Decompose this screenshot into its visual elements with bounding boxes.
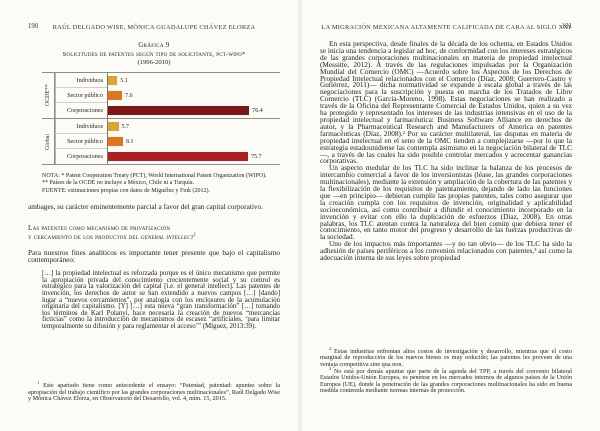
chart-title: Gráfica 9 xyxy=(138,41,170,49)
paragraph-3: Uno de los impactos más importantes —y n… xyxy=(320,239,572,263)
chart-row: Individuos 5.1 xyxy=(55,73,280,88)
bar-value: 75.7 xyxy=(251,153,262,160)
running-title: LA MIGRACIÓN MEXICANA ALTAMENTE CALIFICA… xyxy=(321,24,571,31)
chart-plot: OCDE** Individuos 5.1 Sector público 7.6… xyxy=(42,72,280,165)
patent-chart: Gráfica 9 Solicitudes de patentes según … xyxy=(28,41,280,195)
footnote-3: 3 No está por demás apuntar que parte de… xyxy=(320,365,572,395)
footnotes-right: 2 Estas industrias enfrentan altos costo… xyxy=(320,345,572,395)
heading-italic: general intellect xyxy=(140,232,194,241)
chart-row: Sector público 7.6 xyxy=(55,88,280,103)
group-label-global: Global xyxy=(42,119,55,164)
category-label: Individuos xyxy=(55,119,107,134)
bar-ocde-individuos xyxy=(108,76,118,85)
paragraph-intro: Para nuestros fines analíticos es import… xyxy=(28,248,280,265)
page-190: 190 RAÚL DELGADO WISE, MÓNICA GUADALUPE … xyxy=(28,23,280,403)
category-label: Corporaciones xyxy=(55,149,107,164)
bar-value: 5.1 xyxy=(120,77,128,84)
bar-value: 7.6 xyxy=(125,92,133,99)
footnote-2: 2 Estas industrias enfrentan altos costo… xyxy=(320,345,572,368)
paragraph-2: Un aspecto medular de los TLC ha sido in… xyxy=(320,163,572,242)
category-label: Sector público xyxy=(55,134,107,149)
running-header-right: 191 LA MIGRACIÓN MEXICANA ALTAMENTE CALI… xyxy=(320,23,572,35)
chart-note-source: NOTA: * Patent Cooperation Treaty (PCT),… xyxy=(42,173,267,179)
chart-row: Corporaciones 75.7 xyxy=(55,149,280,164)
bar-value: 76.4 xyxy=(252,107,263,114)
bar-value: 5.7 xyxy=(121,123,130,130)
running-header-left: 190 RAÚL DELGADO WISE, MÓNICA GUADALUPE … xyxy=(28,23,280,35)
footnotes-left: 1 Este apartado tiene como antecedente e… xyxy=(28,380,280,403)
chart-row: Sector público 8.1 xyxy=(55,134,280,149)
chart-subtitle: Solicitudes de patentes según tipo de so… xyxy=(62,51,246,58)
group-label-ocde: OCDE** xyxy=(42,73,55,118)
block-quote: […] la propiedad intelectual es reforzad… xyxy=(42,270,280,330)
category-label: Individuos xyxy=(55,73,107,88)
page-number: 191 xyxy=(561,23,572,30)
bar-global-corporaciones xyxy=(108,152,248,161)
chart-group-ocde: OCDE** Individuos 5.1 Sector público 7.6… xyxy=(42,72,280,118)
category-label: Corporaciones xyxy=(55,103,107,118)
chart-note-fuente: FUENTE: estimaciones propias con datos d… xyxy=(42,187,210,194)
page-191: 191 LA MIGRACIÓN MEXICANA ALTAMENTE CALI… xyxy=(300,0,600,431)
section-heading: Las patentes como mecanismo de privatiza… xyxy=(28,224,197,241)
footnote-marker: 1 xyxy=(193,231,197,237)
chart-period: (1996-2010) xyxy=(137,59,171,66)
footnote-1: 1 Este apartado tiene como antecedente e… xyxy=(28,380,280,403)
bar-global-sector-publico xyxy=(108,137,123,146)
page-gutter xyxy=(297,0,303,431)
category-label: Sector público xyxy=(55,88,107,103)
chart-row: Corporaciones 76.4 xyxy=(55,103,280,118)
chart-group-global: Global Individuos 5.7 Sector público 8.1… xyxy=(42,118,280,165)
chart-note-ocde: ** Países de la OCDE no incluye a México… xyxy=(42,180,194,187)
paragraph-1: En esta perspectiva, desde finales de la… xyxy=(320,39,572,166)
chart-row: Individuos 5.7 xyxy=(55,119,280,134)
bar-value: 8.1 xyxy=(126,138,134,145)
paragraph-continuation: ambages, su carácter eminentemente parci… xyxy=(28,202,264,212)
bar-global-individuos xyxy=(108,122,119,131)
page-number: 190 xyxy=(28,23,39,30)
running-title: RAÚL DELGADO WISE, MÓNICA GUADALUPE CHÁV… xyxy=(52,24,256,31)
bar-ocde-corporaciones xyxy=(108,106,250,115)
bar-ocde-sector-publico xyxy=(108,91,123,100)
chart-notes: NOTA: * Patent Cooperation Treaty (PCT),… xyxy=(42,173,278,195)
